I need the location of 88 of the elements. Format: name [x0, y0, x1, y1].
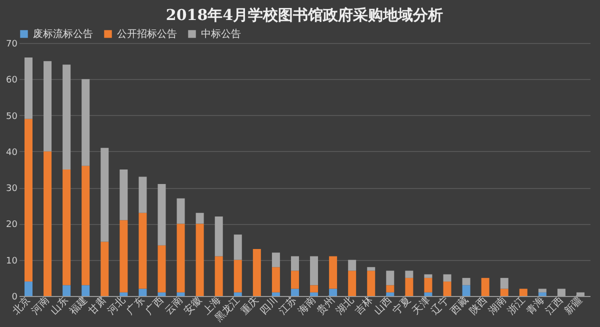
bar — [62, 285, 71, 296]
bar — [24, 118, 33, 282]
legend-label: 废标流标公告 — [33, 28, 93, 40]
bar — [176, 292, 185, 296]
bar — [348, 260, 356, 271]
bar — [367, 267, 376, 271]
x-tick-label: 福建 — [67, 294, 90, 317]
bar — [158, 245, 166, 292]
bar — [62, 170, 71, 286]
bar — [100, 148, 109, 242]
x-tick-label: 宁夏 — [390, 294, 414, 317]
bar — [462, 285, 470, 296]
bar — [44, 151, 52, 296]
bar — [100, 242, 109, 296]
bar — [196, 212, 204, 224]
bar — [386, 285, 394, 292]
bar — [367, 270, 376, 296]
bar — [538, 292, 546, 296]
x-tick-label: 河北 — [105, 294, 128, 317]
y-tick-label: 0 — [12, 292, 18, 302]
bar — [519, 288, 528, 296]
bar — [138, 176, 147, 213]
bar — [24, 57, 33, 119]
bar — [176, 198, 185, 224]
bar — [310, 256, 318, 286]
legend-label: 公开招标公告 — [117, 28, 177, 40]
bar — [424, 292, 432, 296]
bar — [158, 184, 166, 246]
x-tick-label: 广西 — [143, 294, 166, 317]
x-tick-label: 湖北 — [334, 294, 356, 317]
bar — [120, 220, 128, 292]
bar — [234, 260, 242, 292]
y-tick-label: 30 — [6, 184, 18, 194]
bar — [424, 274, 432, 278]
bar — [290, 270, 299, 289]
bar — [272, 267, 280, 292]
bar — [214, 256, 223, 296]
y-tick-label: 50 — [6, 112, 18, 122]
bar — [252, 249, 261, 296]
bar — [138, 288, 147, 296]
bar — [44, 61, 52, 152]
bar — [62, 64, 71, 170]
bar — [138, 212, 147, 289]
y-tick-label: 20 — [6, 220, 18, 230]
bar — [120, 170, 128, 220]
x-tick-label: 浙江 — [505, 294, 528, 317]
bar — [310, 292, 318, 296]
bar — [443, 282, 452, 296]
legend-label: 中标公告 — [201, 28, 241, 40]
chart-title: 2018年4月学校图书馆政府采购地域分析 — [166, 6, 444, 24]
bar — [386, 270, 394, 286]
bar — [82, 285, 90, 296]
bar — [290, 288, 299, 296]
bar — [176, 224, 185, 292]
bar — [82, 166, 90, 286]
x-tick-label: 海南 — [296, 294, 318, 317]
bar — [348, 270, 356, 296]
y-tick-label: 10 — [6, 256, 18, 266]
x-tick-label: 河南 — [29, 294, 52, 317]
bar — [481, 278, 490, 296]
x-tick-label: 安徽 — [181, 294, 204, 317]
bar — [500, 278, 508, 289]
bar — [272, 292, 280, 296]
bar — [462, 278, 470, 286]
bar — [329, 288, 338, 296]
y-tick-label: 60 — [6, 76, 18, 86]
bar — [158, 292, 166, 296]
bar — [214, 216, 223, 256]
bar — [329, 256, 338, 289]
bar — [290, 256, 299, 271]
bar — [234, 234, 242, 260]
y-tick-label: 70 — [6, 40, 18, 50]
bar — [272, 252, 280, 268]
bar — [120, 292, 128, 296]
bar — [538, 288, 546, 292]
bar — [500, 288, 508, 296]
bar — [82, 79, 90, 166]
bar — [310, 285, 318, 292]
bar — [405, 270, 414, 278]
y-tick-label: 40 — [6, 148, 18, 158]
bar — [24, 282, 33, 296]
bar — [424, 278, 432, 292]
bar — [405, 278, 414, 296]
bar — [196, 224, 204, 296]
bar — [443, 274, 452, 282]
x-tick-label: 新疆 — [562, 294, 585, 317]
bar — [234, 292, 242, 296]
bar — [386, 292, 394, 296]
